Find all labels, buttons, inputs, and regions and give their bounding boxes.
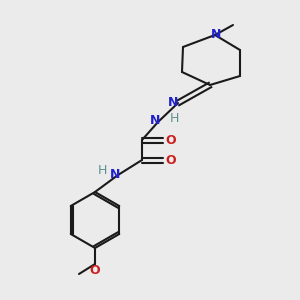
Text: O: O	[90, 265, 100, 278]
Text: H: H	[97, 164, 107, 178]
Text: O: O	[166, 134, 176, 146]
Text: H: H	[169, 112, 179, 124]
Text: N: N	[168, 95, 178, 109]
Text: N: N	[150, 115, 160, 128]
Text: N: N	[110, 167, 120, 181]
Text: O: O	[166, 154, 176, 166]
Text: N: N	[211, 28, 221, 40]
